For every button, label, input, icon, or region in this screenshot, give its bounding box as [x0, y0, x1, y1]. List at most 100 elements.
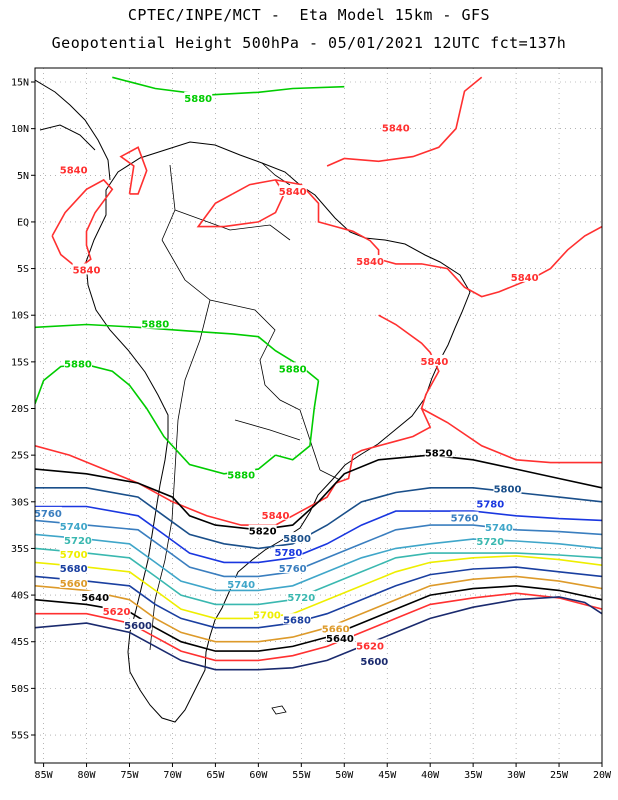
contour-5880 [35, 323, 320, 382]
contour-5840 [232, 179, 602, 298]
lat-tick-label: 30S [11, 497, 29, 508]
contour-5880 [35, 363, 277, 475]
central-america-coastline [35, 79, 111, 181]
lon-tick-label: 40W [421, 770, 440, 781]
contour-labels: 5880 5880 5880 5880 5880 5840 5840 5840 5840 5840… [35, 91, 539, 668]
contour-label-5600: 5600 [124, 621, 152, 632]
contour-5800 [35, 487, 602, 550]
contour-label-5660: 5660 [60, 579, 88, 590]
contour-label-5840: 5840 [279, 187, 307, 198]
title-line-1: CPTEC/INPE/MCT - Eta Model 15km - GFS [127, 6, 491, 24]
contour-5840 [51, 178, 114, 270]
contour-label-bg [227, 577, 256, 589]
contour-label-bg [450, 511, 479, 523]
contour-label-bg [321, 622, 350, 634]
lat-tick-label: 25S [11, 451, 29, 462]
axis-ticks: 15N 10N 5N EQ 5S 10S 15S 20S 25S 30S 35S 40S 45S 50S 5… [11, 77, 612, 781]
contour-label-bg [227, 468, 256, 480]
contour-label-5780: 5780 [275, 548, 303, 559]
contour-label-5700: 5700 [253, 611, 281, 622]
contour-label-5680: 5680 [60, 564, 88, 575]
contour-label-5880: 5880 [64, 360, 92, 371]
lon-tick-label: 65W [206, 770, 225, 781]
lat-tick-label: 5S [17, 264, 29, 275]
lat-tick-label: 55S [11, 731, 29, 742]
contour-label-bg [476, 497, 505, 509]
contour-label-5640: 5640 [81, 593, 109, 604]
contour-label-bg [381, 121, 410, 133]
contour-label-5820: 5820 [249, 527, 277, 538]
contour-label-5840: 5840 [382, 124, 410, 135]
contour-label-bg [283, 532, 312, 544]
contour-label-5600: 5600 [360, 657, 388, 668]
contour-label-bg [325, 631, 354, 643]
contour-label-bg [81, 590, 110, 602]
lon-tick-label: 25W [550, 770, 569, 781]
contour-label-bg [59, 561, 88, 573]
contour-label-5840: 5840 [73, 265, 101, 276]
contour-label-bg [283, 613, 312, 625]
lat-tick-label: 15N [11, 77, 29, 88]
lat-tick-label: 40S [11, 591, 29, 602]
contour-5880 [112, 76, 345, 96]
contour-5840 [119, 146, 148, 195]
contour-label-bg [63, 533, 92, 545]
lat-tick-label: 20S [11, 404, 29, 415]
contour-label-5620: 5620 [103, 607, 131, 618]
contour-5740 [35, 533, 602, 592]
contour-label-bg [274, 546, 303, 558]
south-america-coastline [85, 141, 471, 723]
contour-5640 [35, 584, 602, 652]
contour-label-bg [420, 354, 449, 366]
contour-label-bg [63, 357, 92, 369]
map-frame [34, 67, 603, 764]
contour-label-bg [356, 255, 385, 267]
contour-label-5740: 5740 [227, 580, 255, 591]
contour-label-bg [493, 482, 522, 494]
title-line-2: Geopotential Height 500hPa - 05/01/2021 … [51, 34, 567, 52]
contour-label-5840: 5840 [262, 511, 290, 522]
falkland-islands [271, 705, 287, 715]
contour-label-5720: 5720 [287, 593, 315, 604]
contour-label-5840: 5840 [511, 273, 539, 284]
height-contours [35, 76, 602, 671]
lat-tick-label: 10N [11, 124, 29, 135]
contour-label-bg [141, 317, 170, 329]
contour-label-5840: 5840 [421, 357, 449, 368]
contour-5840 [421, 407, 602, 464]
lat-tick-label: 15S [11, 357, 29, 368]
contour-label-bg [184, 91, 213, 103]
contour-label-5760: 5760 [279, 564, 307, 575]
contour-5840 [196, 179, 286, 228]
contour-label-bg [356, 639, 385, 651]
contour-label-5760: 5760 [451, 514, 479, 525]
coastlines-and-borders [35, 79, 471, 723]
contour-label-bg [248, 524, 277, 536]
contour-label-5800: 5800 [494, 485, 522, 496]
contour-label-5700: 5700 [60, 550, 88, 561]
contour-label-bg [424, 446, 453, 458]
contour-label-5660: 5660 [322, 625, 350, 636]
contour-label-bg [278, 561, 307, 573]
contour-5620 [35, 592, 602, 662]
contour-5840 [326, 76, 483, 167]
contour-label-bg [510, 270, 539, 282]
lon-tick-label: 30W [507, 770, 526, 781]
contour-label-bg [476, 534, 505, 546]
lon-tick-label: 80W [78, 770, 97, 781]
lat-tick-label: 50S [11, 684, 29, 695]
contour-label-5820: 5820 [425, 448, 453, 459]
contour-label-5880: 5880 [227, 471, 255, 482]
contour-label-5620: 5620 [356, 641, 384, 652]
contour-5660 [35, 575, 602, 643]
contour-label-bg [59, 519, 88, 531]
lon-tick-label: 85W [35, 770, 54, 781]
contour-label-5780: 5780 [476, 500, 504, 511]
lon-tick-label: 45W [378, 770, 397, 781]
contour-label-bg [261, 508, 290, 520]
contour-5600 [35, 596, 602, 671]
contour-label-bg [278, 362, 307, 374]
contour-label-5720: 5720 [476, 537, 504, 548]
contour-label-5720: 5720 [64, 536, 92, 547]
lat-tick-label: 35S [11, 544, 29, 555]
